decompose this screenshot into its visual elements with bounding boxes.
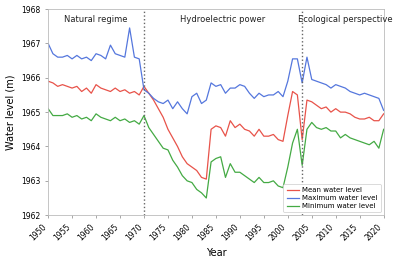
Minimum water level [381, 128, 386, 131]
Mean water level [46, 80, 51, 83]
Mean water level [55, 85, 60, 88]
Minimum water level [204, 196, 209, 200]
Maximum water level [55, 55, 60, 59]
Minimum water level [367, 143, 372, 146]
Mean water level [252, 135, 257, 138]
Minimum water level [46, 107, 51, 110]
Minimum water level [252, 181, 257, 184]
Line: Minimum water level: Minimum water level [48, 109, 384, 198]
Mean water level [213, 124, 218, 128]
Maximum water level [46, 42, 51, 45]
Minimum water level [213, 157, 218, 160]
Mean water level [304, 98, 309, 102]
Y-axis label: Water level (m): Water level (m) [6, 74, 16, 150]
Maximum water level [372, 95, 377, 98]
Maximum water level [94, 52, 99, 55]
Maximum water level [357, 93, 362, 97]
Text: Ecological perspective: Ecological perspective [298, 15, 393, 24]
Minimum water level [142, 114, 146, 117]
Maximum water level [381, 109, 386, 112]
Text: Hydroelectric power: Hydroelectric power [180, 15, 266, 24]
Mean water level [381, 112, 386, 115]
Mean water level [204, 177, 209, 181]
Legend: Mean water level, Maximum water level, Minimum water level: Mean water level, Maximum water level, M… [283, 184, 381, 213]
Maximum water level [257, 92, 261, 95]
Maximum water level [185, 112, 190, 115]
Minimum water level [55, 114, 60, 117]
Mean water level [142, 85, 146, 88]
Mean water level [367, 116, 372, 119]
Maximum water level [218, 83, 223, 86]
Line: Maximum water level: Maximum water level [48, 28, 384, 114]
Minimum water level [304, 128, 309, 131]
X-axis label: Year: Year [206, 248, 226, 258]
Line: Mean water level: Mean water level [48, 81, 384, 179]
Maximum water level [127, 26, 132, 30]
Text: Natural regime: Natural regime [64, 15, 128, 24]
